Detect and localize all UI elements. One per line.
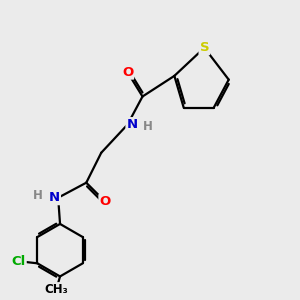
Text: O: O (99, 195, 111, 208)
Text: CH₃: CH₃ (44, 283, 68, 296)
Text: S: S (200, 41, 209, 54)
Text: Cl: Cl (11, 255, 26, 268)
Text: N: N (126, 118, 138, 131)
Text: H: H (143, 120, 153, 133)
Text: H: H (33, 189, 43, 202)
Text: O: O (122, 66, 133, 79)
Text: N: N (49, 191, 60, 204)
